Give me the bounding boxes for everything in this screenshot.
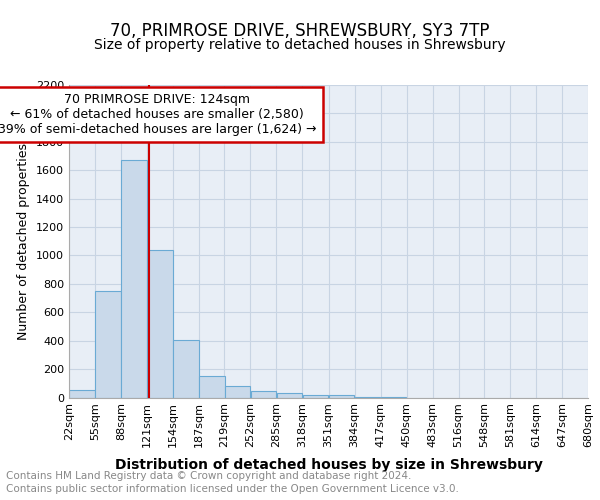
Bar [121,160,147,398]
Bar [173,340,199,398]
Bar [69,390,95,398]
Text: 70 PRIMROSE DRIVE: 124sqm
← 61% of detached houses are smaller (2,580)
39% of se: 70 PRIMROSE DRIVE: 124sqm ← 61% of detac… [0,93,316,136]
Text: Distribution of detached houses by size in Shrewsbury: Distribution of detached houses by size … [115,458,543,471]
Bar [95,291,121,398]
Y-axis label: Number of detached properties: Number of detached properties [17,143,31,340]
Bar [224,386,250,398]
Bar [251,391,277,398]
Bar [302,394,328,398]
Text: Contains HM Land Registry data © Crown copyright and database right 2024.: Contains HM Land Registry data © Crown c… [6,471,412,481]
Bar [329,394,355,398]
Bar [147,250,173,398]
Bar [199,376,225,398]
Text: Size of property relative to detached houses in Shrewsbury: Size of property relative to detached ho… [94,38,506,52]
Bar [277,393,302,398]
Text: Contains public sector information licensed under the Open Government Licence v3: Contains public sector information licen… [6,484,459,494]
Text: 70, PRIMROSE DRIVE, SHREWSBURY, SY3 7TP: 70, PRIMROSE DRIVE, SHREWSBURY, SY3 7TP [110,22,490,40]
